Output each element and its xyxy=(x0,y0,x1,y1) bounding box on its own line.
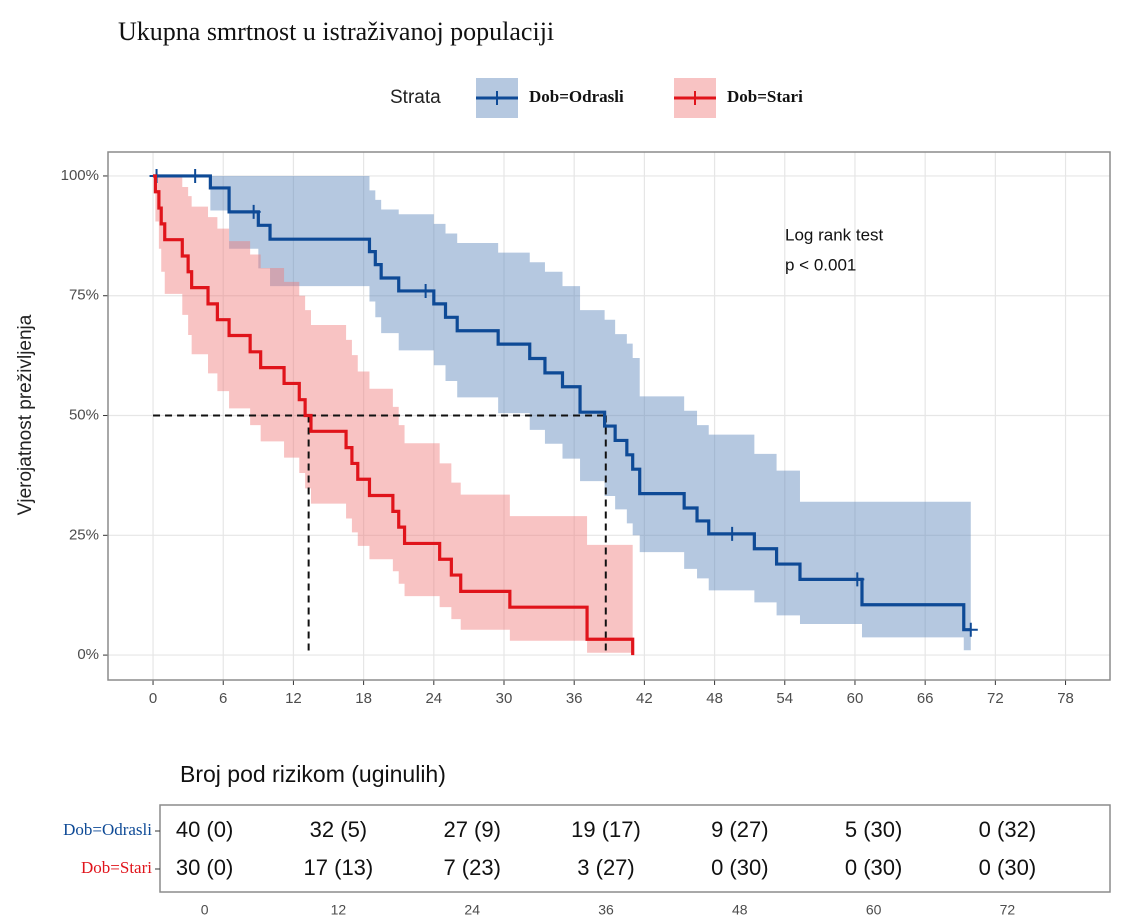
legend-label: Dob=Stari xyxy=(727,87,803,106)
x-tick-label: 36 xyxy=(566,690,583,707)
x-tick-label: 54 xyxy=(776,690,793,707)
x-tick-label: 12 xyxy=(285,690,302,707)
censor-mark xyxy=(246,204,261,219)
legend-title: Strata xyxy=(390,87,441,108)
risk-cell: 27 (9) xyxy=(443,817,500,842)
risk-cell: 0 (32) xyxy=(979,817,1036,842)
x-tick-label: 24 xyxy=(425,690,442,707)
x-tick-label: 66 xyxy=(917,690,934,707)
plot-border xyxy=(107,151,1111,681)
confidence-band xyxy=(153,175,971,651)
x-tick-label: 42 xyxy=(636,690,653,707)
risk-cell: 0 (30) xyxy=(845,855,902,880)
risk-row-label: Dob=Stari xyxy=(81,858,152,877)
y-tick-label: 100% xyxy=(61,167,99,184)
y-tick-label: 25% xyxy=(69,526,99,543)
risk-x-tick-label: 0 xyxy=(201,902,209,918)
risk-x-tick-label: 72 xyxy=(1000,902,1016,918)
x-tick-label: 18 xyxy=(355,690,372,707)
survival-line xyxy=(153,174,635,656)
risk-row-label: Dob=Odrasli xyxy=(63,820,152,839)
censor-mark xyxy=(188,168,203,183)
risk-cell: 7 (23) xyxy=(443,855,500,880)
risk-x-tick-label: 36 xyxy=(598,902,614,918)
x-tick-label: 78 xyxy=(1057,690,1074,707)
risk-cell: 0 (30) xyxy=(979,855,1036,880)
censor-mark xyxy=(725,526,740,541)
censor-mark xyxy=(963,622,978,637)
risk-x-tick-label: 60 xyxy=(866,902,882,918)
risk-cell: 19 (17) xyxy=(571,817,641,842)
risk-x-tick-label: 24 xyxy=(464,902,480,918)
confidence-band xyxy=(153,175,633,656)
chart-title: Ukupna smrtnost u istraživanoj populacij… xyxy=(118,17,554,46)
x-tick-label: 48 xyxy=(706,690,723,707)
risk-cell: 32 (5) xyxy=(310,817,367,842)
x-tick-label: 60 xyxy=(847,690,864,707)
x-tick-label: 6 xyxy=(219,690,227,707)
annotation: p < 0.001 xyxy=(785,255,856,274)
risk-cell: 17 (13) xyxy=(304,855,374,880)
risk-cell: 9 (27) xyxy=(711,817,768,842)
survival-line xyxy=(153,174,971,632)
risk-cell: 3 (27) xyxy=(577,855,634,880)
x-tick-label: 30 xyxy=(496,690,513,707)
x-tick-label: 0 xyxy=(149,690,157,707)
risk-cell: 5 (30) xyxy=(845,817,902,842)
risk-table-title: Broj pod rizikom (uginulih) xyxy=(180,761,446,787)
risk-cell: 0 (30) xyxy=(711,855,768,880)
censor-mark xyxy=(850,572,865,587)
censor-mark xyxy=(418,283,433,298)
legend-label: Dob=Odrasli xyxy=(529,87,624,106)
y-tick-label: 50% xyxy=(69,406,99,423)
annotation: Log rank test xyxy=(785,225,884,244)
risk-x-tick-label: 12 xyxy=(331,902,347,918)
x-tick-label: 72 xyxy=(987,690,1004,707)
risk-cell: 30 (0) xyxy=(176,855,233,880)
y-axis-title: Vjerojatnost preživljenja xyxy=(15,314,36,515)
risk-cell: 40 (0) xyxy=(176,817,233,842)
y-tick-label: 0% xyxy=(77,646,99,663)
risk-x-tick-label: 48 xyxy=(732,902,748,918)
y-tick-label: 75% xyxy=(69,287,99,304)
risk-table-border xyxy=(159,804,1111,893)
